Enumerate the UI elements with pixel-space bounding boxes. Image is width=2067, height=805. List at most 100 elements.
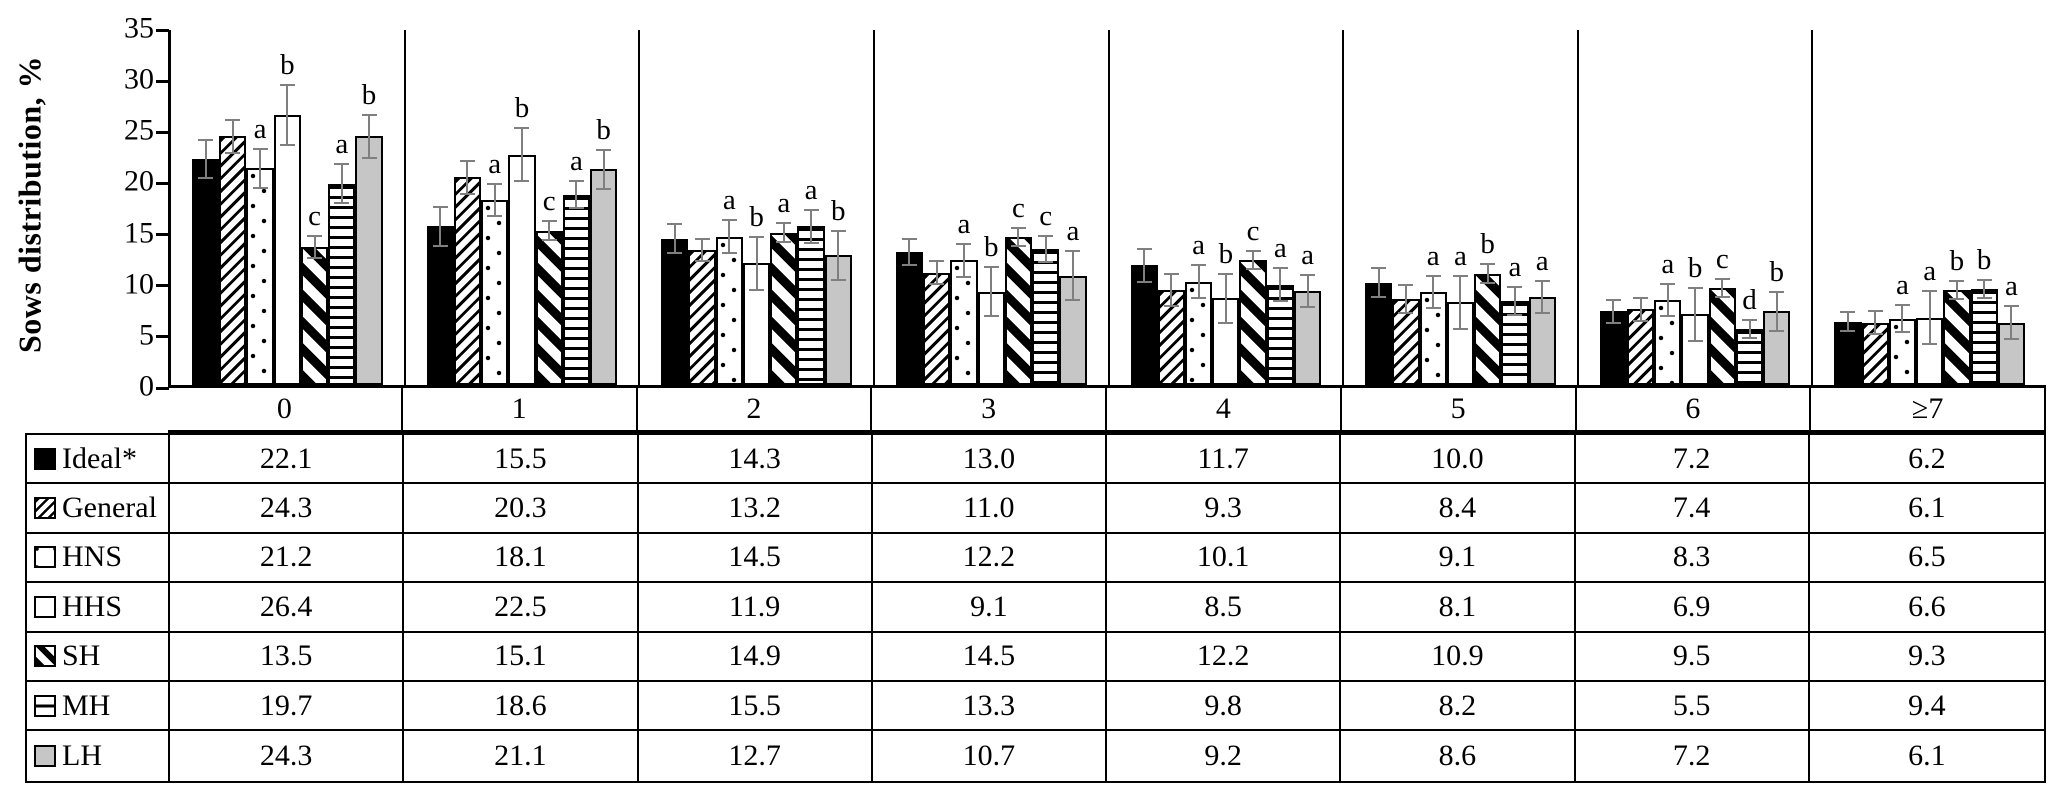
bar-slot: b <box>742 30 771 385</box>
error-bar-cap-bottom <box>1300 306 1316 309</box>
error-bar <box>1721 279 1724 297</box>
significance-letter: a <box>1301 238 1314 271</box>
error-bar-cap-top <box>307 234 323 237</box>
error-bar-cap-top <box>749 235 765 238</box>
category-header-cell: 2 <box>638 388 873 430</box>
error-bar <box>2010 307 2013 338</box>
error-bar-cap-bottom <box>929 282 945 285</box>
bar-slot <box>1599 30 1627 385</box>
bar-slot <box>1365 30 1393 385</box>
error-bar-cap-bottom <box>1633 319 1649 322</box>
significance-letter: b <box>1949 244 1965 277</box>
legend-cell-LH: LH <box>27 731 170 781</box>
value-cell: 9.3 <box>1809 632 2044 682</box>
value-cell: 9.3 <box>1107 484 1342 534</box>
bar-slot <box>219 30 247 385</box>
value-cell: 14.3 <box>638 435 873 485</box>
bar-slot <box>923 30 951 385</box>
bar-Ideal-1 <box>426 226 454 385</box>
error-bar-cap-bottom <box>334 201 350 204</box>
bar-Ideal-4 <box>1130 265 1158 385</box>
value-cell: 21.2 <box>170 533 405 584</box>
value-cell: 6.1 <box>1809 731 2044 781</box>
significance-letter: d <box>1742 283 1757 316</box>
bar-slot <box>1834 30 1862 385</box>
error-bar <box>701 239 704 261</box>
error-bar-cap-bottom <box>361 156 377 159</box>
error-bar <box>1901 306 1904 331</box>
bar-slot: a <box>1419 30 1447 385</box>
value-cell: 7.4 <box>1575 484 1810 534</box>
error-bar-cap-top <box>1245 250 1261 253</box>
error-bar <box>755 237 758 289</box>
significance-letter: a <box>777 187 791 220</box>
bar-slot: a <box>1059 30 1087 385</box>
significance-letter: a <box>722 184 736 217</box>
error-bar <box>286 86 289 144</box>
error-bar-cap-bottom <box>1398 312 1414 315</box>
bar-slot: a <box>1293 30 1322 385</box>
category-header-cell: 5 <box>1342 388 1577 430</box>
bar-slot: a <box>1654 30 1682 385</box>
error-bar <box>1404 285 1407 313</box>
significance-letter: b <box>361 79 377 111</box>
error-bar-cap-bottom <box>1922 343 1938 346</box>
thick-diagonal-swatch-icon <box>34 645 56 668</box>
error-bar-cap-bottom <box>1218 321 1234 324</box>
significance-letter: b <box>749 200 764 233</box>
error-bar-cap-bottom <box>749 288 765 291</box>
y-tick-mark <box>156 28 169 32</box>
value-cell: 24.3 <box>170 484 405 534</box>
significance-letter: b <box>983 231 999 264</box>
error-bar-cap-top <box>956 242 972 245</box>
error-bar-cap-bottom <box>1949 298 1965 301</box>
value-cell: 6.2 <box>1809 435 2044 485</box>
error-bar-cap-bottom <box>1452 327 1468 330</box>
bar-slot <box>453 30 482 385</box>
bar-SH-1 <box>535 230 563 385</box>
significance-letter: b <box>596 113 611 146</box>
bar-slot: a <box>950 30 978 385</box>
error-bar-cap-top <box>279 84 295 87</box>
error-bar-cap-bottom <box>667 252 683 255</box>
bar-Ideal-2 <box>661 238 689 385</box>
significance-letter: a <box>1192 229 1206 262</box>
value-cell: 26.4 <box>170 583 405 633</box>
category-header-row: 0 1 2 3 4 5 6 ≥7 <box>168 388 2046 433</box>
error-bar-cap-bottom <box>2003 337 2019 340</box>
bar-slot: c <box>1239 30 1267 385</box>
error-bar <box>810 211 813 242</box>
value-cell: 9.2 <box>1107 731 1342 781</box>
error-bar-cap-top <box>596 148 612 151</box>
series-label: SH <box>62 639 101 673</box>
error-bar <box>575 182 578 208</box>
value-cell: 21.1 <box>404 731 639 781</box>
bar-slot: a <box>1266 30 1294 385</box>
error-bar-cap-top <box>1163 272 1179 275</box>
error-bar <box>1071 252 1074 300</box>
error-bar-cap-top <box>1687 286 1703 289</box>
value-cell: 8.1 <box>1341 583 1576 633</box>
bar-slot <box>1157 30 1185 385</box>
error-bar <box>1143 250 1146 281</box>
error-bar <box>908 239 911 265</box>
error-bar-cap-bottom <box>1714 296 1730 299</box>
error-bar-cap-bottom <box>956 275 972 278</box>
value-cell: 13.5 <box>170 632 405 682</box>
error-bar <box>1459 276 1462 328</box>
significance-letter: c <box>308 199 321 232</box>
error-bar <box>1639 299 1642 320</box>
significance-letter: a <box>569 145 583 178</box>
error-bar-cap-bottom <box>1687 340 1703 342</box>
bar-slot <box>1861 30 1889 385</box>
bar-slot: b <box>355 30 383 385</box>
bar-Ideal-3 <box>895 252 924 385</box>
error-bar <box>1224 274 1227 322</box>
y-tick-mark <box>156 284 169 288</box>
